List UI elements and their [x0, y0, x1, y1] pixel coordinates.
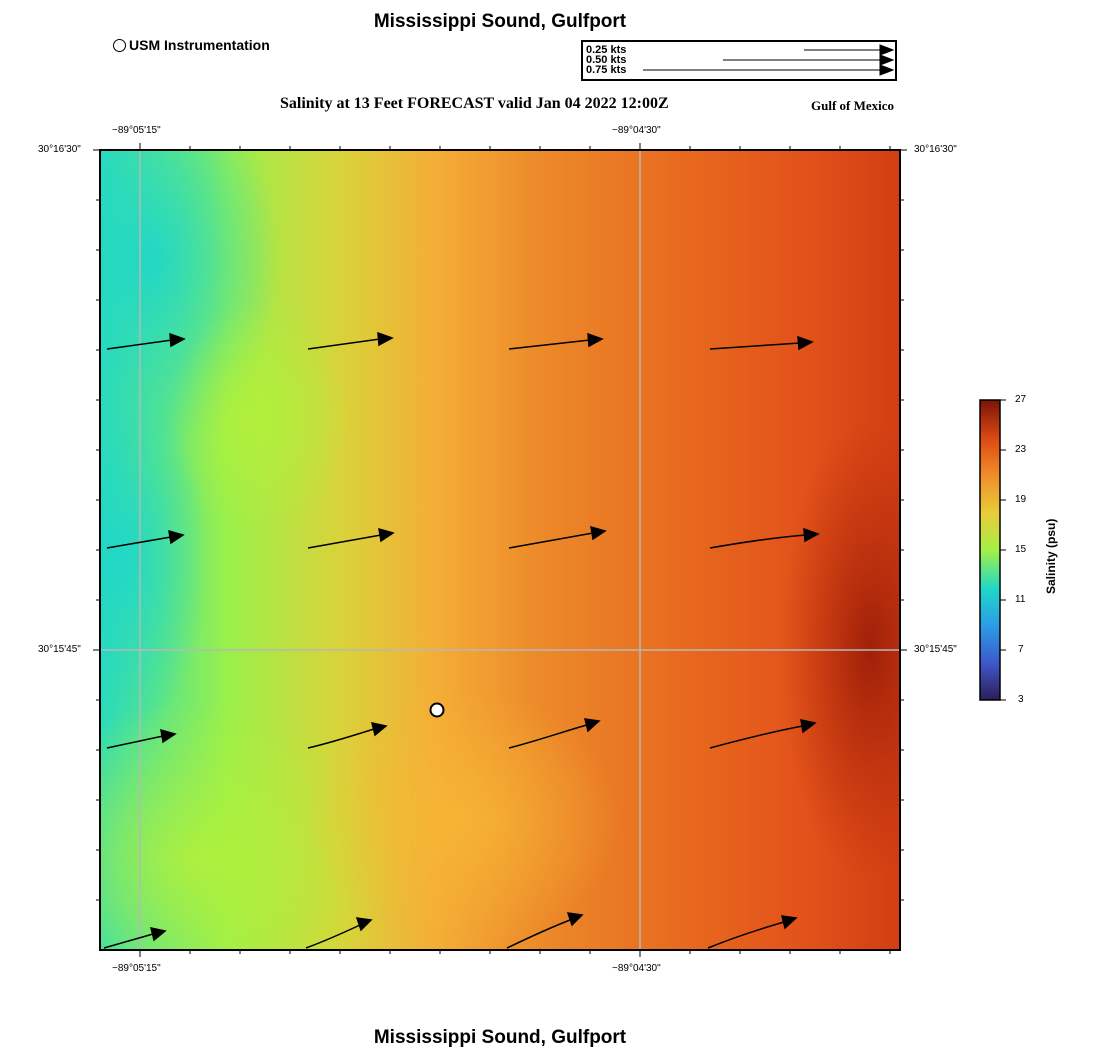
current-vector — [307, 728, 375, 749]
current-vector — [508, 532, 594, 549]
current-vector — [508, 339, 591, 350]
current-arrowhead — [797, 335, 814, 351]
x-tick-bottom-2: −89°04'30" — [612, 963, 661, 974]
colorbar-label: 19 — [1015, 494, 1027, 505]
x-tick-bottom-1: −89°05'15" — [112, 963, 161, 974]
y-tick-right-2: 30°15'45" — [914, 644, 957, 655]
current-vector — [506, 919, 571, 949]
speed-legend-arrows — [643, 44, 895, 76]
speed-arrowhead-3 — [879, 64, 895, 76]
x-tick-top-1: −89°05'15" — [112, 125, 161, 136]
salinity-colorbar — [979, 399, 1001, 701]
current-arrowhead — [149, 927, 167, 942]
current-vector — [106, 735, 164, 749]
region-label: Gulf of Mexico — [811, 98, 895, 113]
speed-label-2: 0.50 kts — [586, 54, 627, 66]
map-title: Mississippi Sound, Gulfport — [373, 11, 627, 32]
current-vector — [106, 339, 173, 350]
current-arrowhead — [370, 722, 388, 737]
speed-label-3: 0.75 kts — [586, 64, 627, 76]
y-tick-left-2: 30°15'45" — [38, 644, 81, 655]
y-tick-right-1: 30°16'30" — [914, 144, 957, 155]
station-legend-label: USM Instrumentation — [129, 37, 270, 53]
current-arrowhead — [169, 332, 186, 348]
current-vector — [709, 725, 804, 749]
current-vector — [709, 534, 807, 549]
current-arrowhead — [160, 728, 177, 744]
current-arrowhead — [566, 912, 584, 927]
current-vector — [707, 921, 785, 949]
current-vector — [709, 342, 801, 350]
colorbar-label: 15 — [1015, 544, 1027, 555]
map-gridlines — [100, 150, 900, 950]
station-circle-icon — [113, 38, 126, 52]
speed-arrowhead-1 — [879, 44, 895, 56]
current-arrowhead — [355, 917, 373, 932]
colorbar-label: 11 — [1015, 594, 1026, 605]
current-arrowhead — [168, 529, 185, 545]
current-vector — [106, 536, 172, 549]
colorbar-label: 27 — [1015, 394, 1027, 405]
colorbar-label: 3 — [1018, 694, 1024, 705]
current-speed-legend: 0.25 kts 0.50 kts 0.75 kts — [581, 40, 897, 81]
colorbar-title: Salinity (psu) — [1044, 518, 1058, 594]
current-vector — [307, 338, 381, 350]
x-tick-top-2: −89°04'30" — [612, 125, 661, 136]
frame-ticks — [93, 143, 907, 957]
current-arrowhead — [590, 525, 607, 541]
y-tick-left-1: 30°16'30" — [38, 144, 81, 155]
current-vector — [508, 724, 588, 749]
speed-arrowhead-2 — [879, 54, 895, 66]
current-vectors — [103, 331, 820, 949]
current-arrowhead — [584, 718, 601, 733]
current-arrowhead — [781, 915, 798, 930]
current-arrowhead — [377, 331, 394, 347]
current-arrowhead — [587, 332, 604, 348]
speed-label-1: 0.25 kts — [586, 44, 627, 56]
colorbar-label: 7 — [1018, 644, 1024, 655]
current-arrowhead — [378, 527, 395, 543]
footer-title: Mississippi Sound, Gulfport — [373, 1027, 627, 1048]
current-vector — [103, 933, 154, 949]
current-arrowhead — [800, 719, 817, 734]
forecast-title: Salinity at 13 Feet FORECAST valid Jan 0… — [280, 95, 669, 112]
station-legend: USM Instrumentation — [113, 37, 270, 53]
current-vector — [307, 534, 382, 549]
usm-station-marker[interactable] — [429, 702, 445, 718]
current-arrowhead — [803, 527, 820, 543]
colorbar-label: 23 — [1015, 444, 1027, 455]
salinity-field — [100, 150, 900, 950]
current-vector — [305, 924, 361, 949]
colorbar-ticks — [1000, 399, 1006, 701]
